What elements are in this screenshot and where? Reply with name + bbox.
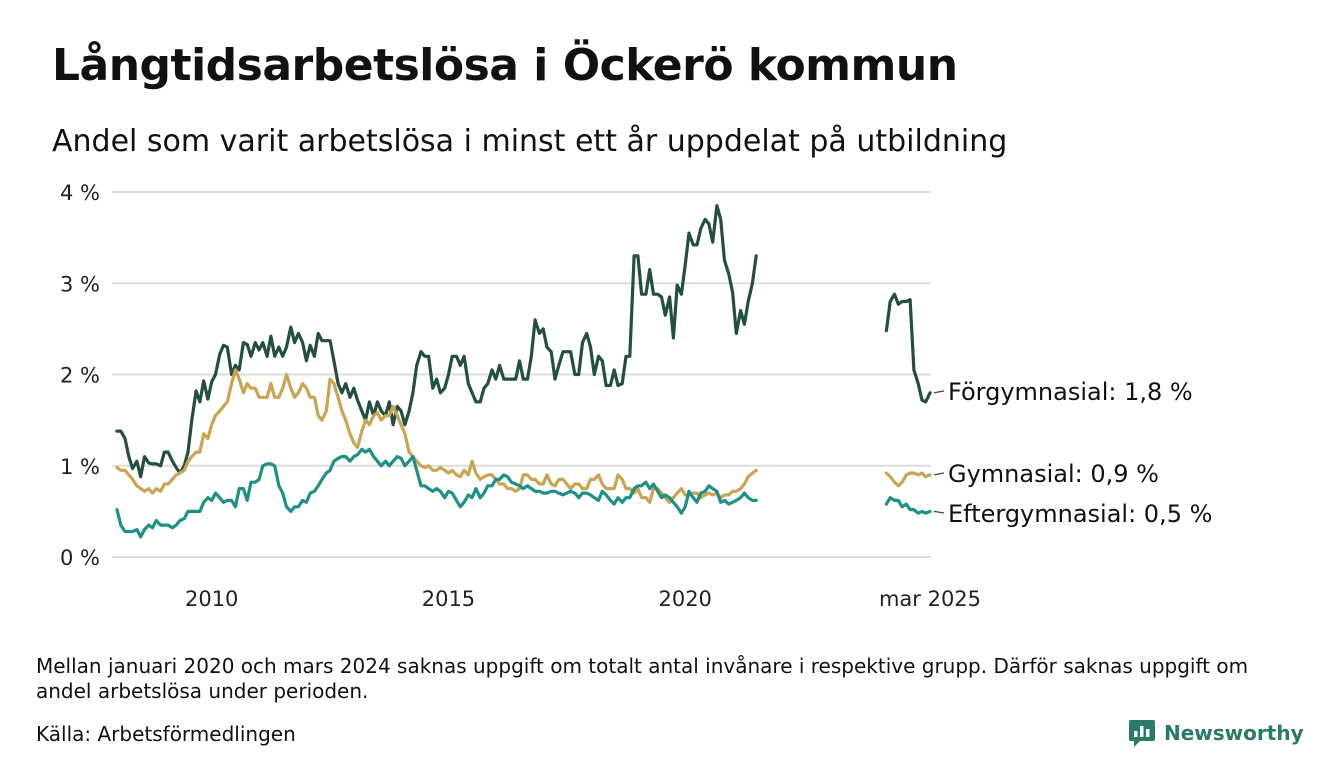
logo-name: Newsworthy bbox=[1164, 721, 1304, 745]
series-label-gymnasial: Gymnasial: 0,9 % bbox=[948, 460, 1159, 488]
y-tick-label: 0 % bbox=[60, 546, 100, 570]
series-line-gymnasial bbox=[884, 471, 932, 488]
series-line-eftergymnasial bbox=[884, 496, 932, 515]
newsworthy-logo[interactable]: Newsworthy bbox=[1128, 716, 1304, 750]
label-leader-line bbox=[933, 510, 945, 514]
bar-chart-logo-icon bbox=[1129, 720, 1155, 747]
label-leader-line bbox=[933, 472, 945, 476]
y-tick-label: 1 % bbox=[60, 455, 100, 479]
series-line-eftergymnasial bbox=[115, 447, 758, 539]
series-label-förgymnasial: Förgymnasial: 1,8 % bbox=[948, 378, 1193, 406]
y-tick-label: 4 % bbox=[60, 181, 100, 205]
x-tick-label: 2015 bbox=[422, 587, 475, 611]
y-tick-label: 2 % bbox=[60, 364, 100, 388]
chart-series-lines bbox=[115, 204, 932, 539]
x-tick-label: 2010 bbox=[185, 587, 238, 611]
x-axis-tick-labels: 2010 2015 2020 mar 2025 bbox=[185, 587, 981, 611]
label-leader-line bbox=[933, 390, 945, 394]
x-tick-label: 2020 bbox=[658, 587, 711, 611]
series-end-labels: Förgymnasial: 1,8 % Gymnasial: 0,9 % Efter… bbox=[933, 378, 1212, 528]
y-tick-label: 3 % bbox=[60, 272, 100, 296]
series-line-gymnasial bbox=[115, 368, 758, 504]
series-line-förgymnasial bbox=[115, 204, 758, 479]
line-chart: 0 % 1 % 2 % 3 % 4 % 2010 2015 2020 mar 2025 För… bbox=[60, 181, 1212, 611]
series-label-eftergymnasial: Eftergymnasial: 0,5 % bbox=[948, 500, 1212, 528]
page-title: Långtidsarbetslösa i Öckerö kommun bbox=[52, 40, 958, 91]
chart-subtitle: Andel som varit arbetslösa i minst ett å… bbox=[52, 124, 1008, 159]
y-axis-tick-labels: 0 % 1 % 2 % 3 % 4 % bbox=[60, 181, 100, 570]
source-credit: Källa: Arbetsförmedlingen bbox=[36, 722, 296, 746]
series-line-förgymnasial bbox=[884, 292, 932, 404]
x-tick-label: mar 2025 bbox=[879, 587, 981, 611]
footnote: Mellan januari 2020 och mars 2024 saknas… bbox=[36, 654, 1249, 703]
